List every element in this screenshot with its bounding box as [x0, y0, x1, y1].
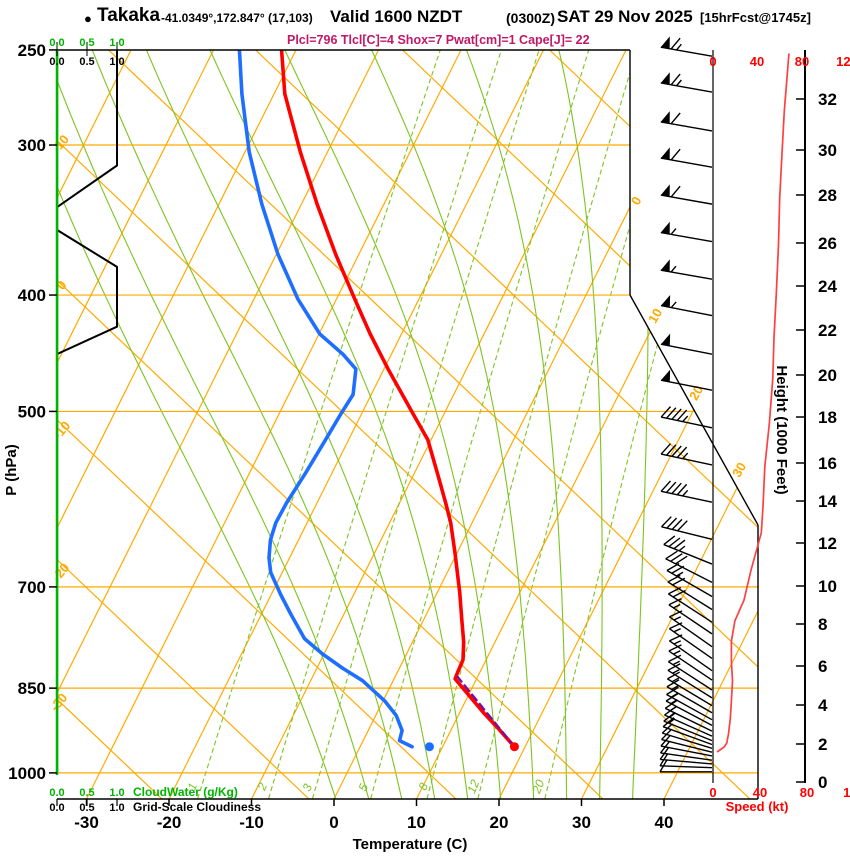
svg-text:-30: -30: [74, 813, 99, 832]
valid-time: Valid 1600 NZDT: [330, 7, 463, 26]
svg-text:26: 26: [818, 234, 837, 253]
svg-text:0: 0: [329, 813, 338, 832]
svg-text:8: 8: [416, 780, 432, 792]
svg-text:-10: -10: [50, 418, 74, 442]
svg-text:0: 0: [709, 785, 716, 800]
svg-text:5: 5: [356, 781, 372, 793]
svg-text:20: 20: [818, 366, 837, 385]
svg-text:500: 500: [18, 402, 46, 421]
svg-text:18: 18: [818, 408, 837, 427]
svg-text:1.0: 1.0: [109, 787, 124, 799]
svg-text:30: 30: [572, 813, 591, 832]
svg-text:10: 10: [818, 577, 837, 596]
svg-text:0.5: 0.5: [79, 802, 94, 814]
svg-text:8: 8: [818, 615, 827, 634]
svg-text:2: 2: [254, 780, 270, 793]
svg-text:80: 80: [800, 785, 814, 800]
svg-text:24: 24: [818, 277, 837, 296]
svg-text:0.0: 0.0: [49, 56, 64, 68]
svg-text:12: 12: [818, 534, 837, 553]
svg-text:0.0: 0.0: [49, 37, 64, 49]
svg-text:0.0: 0.0: [49, 802, 64, 814]
svg-text:1.0: 1.0: [109, 802, 124, 814]
svg-text:40: 40: [655, 813, 674, 832]
svg-text:-20: -20: [49, 560, 73, 584]
svg-text:22: 22: [818, 321, 837, 340]
svg-text:6: 6: [818, 657, 827, 676]
svg-text:12: 12: [464, 777, 482, 795]
svg-text:700: 700: [18, 578, 46, 597]
svg-text:28: 28: [818, 186, 837, 205]
station-coordinates: -41.0349°,172.847° (17,103): [161, 11, 313, 25]
svg-text:120: 120: [836, 54, 850, 69]
svg-text:850: 850: [18, 679, 46, 698]
svg-text:Temperature (C): Temperature (C): [353, 836, 468, 853]
svg-text:0: 0: [818, 773, 827, 792]
svg-text:20: 20: [490, 813, 509, 832]
svg-text:4: 4: [818, 696, 828, 715]
svg-text:120: 120: [843, 785, 850, 800]
svg-text:400: 400: [18, 286, 46, 305]
svg-text:1: 1: [185, 781, 200, 792]
svg-text:250: 250: [18, 41, 46, 60]
svg-text:16: 16: [818, 454, 837, 473]
svg-text:10: 10: [407, 813, 426, 832]
station-name: Takaka: [97, 5, 161, 26]
svg-text:P (hPa): P (hPa): [3, 444, 20, 495]
forecast-run-info: [15hrFcst@1745z]: [700, 10, 811, 25]
svg-text:80: 80: [795, 54, 809, 69]
svg-text:14: 14: [818, 492, 837, 511]
svg-text:0: 0: [709, 54, 716, 69]
svg-text:32: 32: [818, 90, 837, 109]
svg-text:-10: -10: [239, 813, 264, 832]
svg-text:2: 2: [818, 735, 827, 754]
valid-time-utc: (0300Z): [506, 10, 556, 26]
svg-text:40: 40: [750, 54, 764, 69]
svg-text:20: 20: [529, 777, 547, 796]
sounding-indices: Plcl=796 Tlcl[C]=4 Shox=7 Pwat[cm]=1 Cap…: [287, 33, 590, 47]
svg-text:1.0: 1.0: [109, 56, 124, 68]
svg-text:30: 30: [729, 460, 749, 480]
svg-text:0.5: 0.5: [79, 37, 94, 49]
svg-text:10: 10: [51, 132, 72, 153]
svg-text:1.0: 1.0: [109, 37, 124, 49]
svg-text:1000: 1000: [8, 764, 46, 783]
svg-text:-30: -30: [47, 690, 71, 714]
svg-text:0.0: 0.0: [49, 787, 64, 799]
svg-text:0.5: 0.5: [79, 787, 94, 799]
station-bullet-icon: ●: [84, 11, 92, 26]
svg-text:300: 300: [18, 136, 46, 155]
svg-text:30: 30: [818, 141, 837, 160]
svg-text:40: 40: [753, 785, 767, 800]
svg-text:-20: -20: [157, 813, 182, 832]
svg-text:0.5: 0.5: [79, 56, 94, 68]
valid-date: SAT 29 Nov 2025: [557, 7, 693, 26]
svg-text:Speed (kt): Speed (kt): [726, 799, 789, 814]
svg-text:10: 10: [645, 306, 665, 326]
svg-text:Height (1000 Feet): Height (1000 Feet): [773, 365, 790, 494]
svg-text:3: 3: [300, 781, 316, 793]
svg-text:Grid-Scale Cloudiness: Grid-Scale Cloudiness: [133, 800, 261, 814]
svg-text:CloudWater (g/Kg): CloudWater (g/Kg): [133, 785, 238, 799]
